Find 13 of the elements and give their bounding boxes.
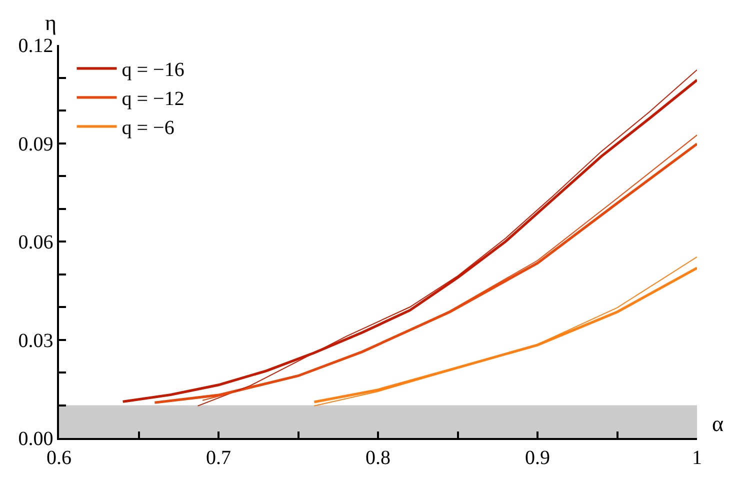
x-tick-label: 0.9 <box>525 446 550 469</box>
x-tick-label: 0.8 <box>366 446 390 469</box>
y-tick-label: 0.12 <box>18 35 54 57</box>
y-tick-label: 0.09 <box>18 133 54 156</box>
legend-label: q = −6 <box>122 117 174 140</box>
x-tick-label: 0.7 <box>206 446 231 469</box>
x-axis-title: α <box>712 411 724 436</box>
legend-label: q = −16 <box>122 59 184 82</box>
y-tick-label: 0.06 <box>18 232 54 254</box>
y-tick-label: 0.03 <box>18 330 54 352</box>
x-tick-label: 1 <box>692 446 702 469</box>
y-axis-title: η <box>45 10 57 35</box>
legend-label: q = −12 <box>122 88 184 110</box>
